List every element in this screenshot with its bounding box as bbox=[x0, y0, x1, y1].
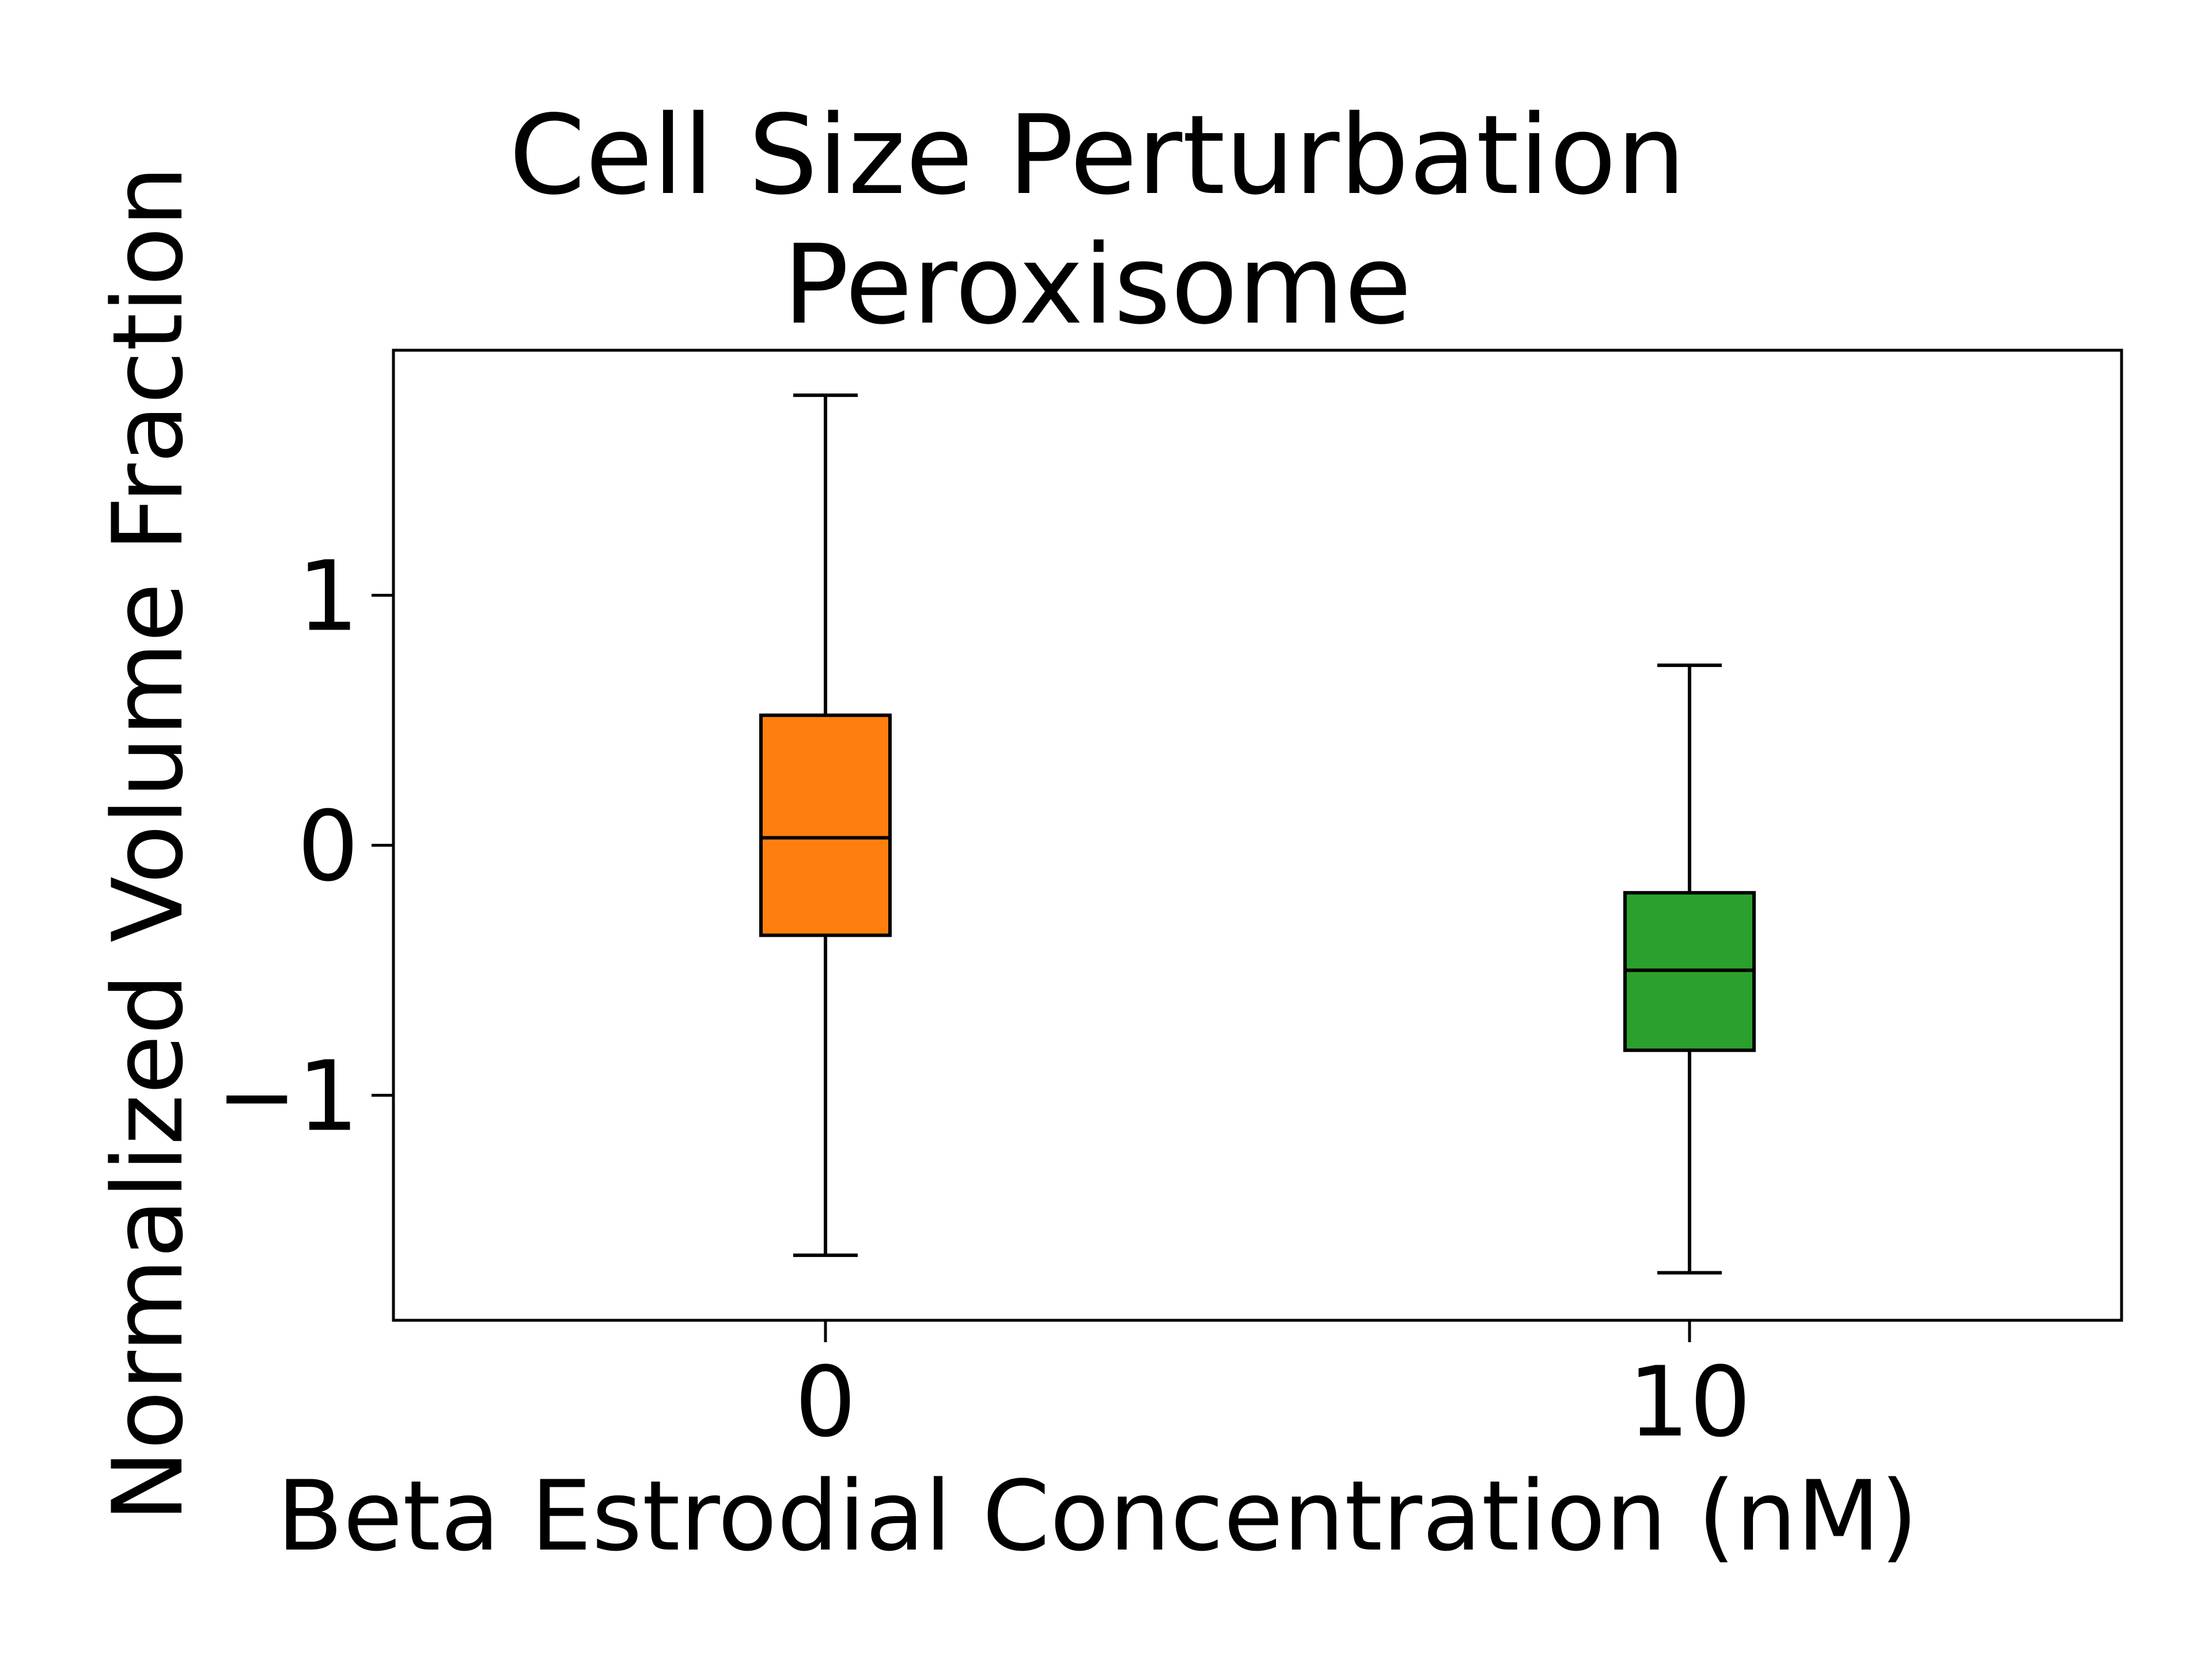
x-tick-label: 0 bbox=[795, 1346, 857, 1459]
y-tick-label: 1 bbox=[297, 540, 359, 653]
chart-title-line-2: Peroxisome bbox=[783, 221, 1411, 349]
y-tick-label: 0 bbox=[297, 790, 359, 903]
plot-frame bbox=[392, 349, 2123, 1322]
box-cat-0 bbox=[759, 713, 892, 937]
y-tick-label: −1 bbox=[216, 1040, 359, 1153]
x-axis-label: Beta Estrodial Concentration (nM) bbox=[276, 1460, 1918, 1573]
y-axis-label: Normalized Volume Fraction bbox=[92, 166, 204, 1522]
chart-title-line-1: Cell Size Perturbation bbox=[509, 92, 1686, 219]
x-tick-label: 10 bbox=[1628, 1346, 1751, 1459]
